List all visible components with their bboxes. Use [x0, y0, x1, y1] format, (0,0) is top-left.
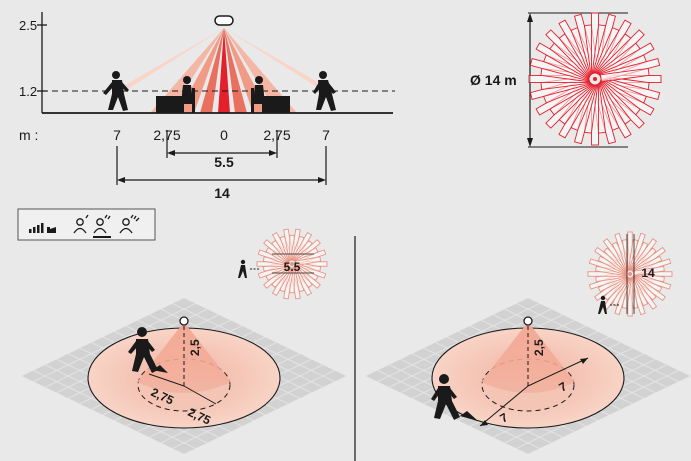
burst-center	[290, 262, 294, 266]
burst-center	[628, 272, 632, 276]
seated-worker-left-icon	[156, 76, 195, 113]
side-view: 2.5 1.2	[19, 12, 395, 201]
walking-person-tangential-icon	[128, 327, 168, 373]
tangential-diameter-label: 5.5	[284, 260, 301, 274]
walking-person-radial-icon	[431, 374, 478, 421]
y-tick-1.2: 1.2	[19, 84, 37, 99]
outer-dimension	[116, 146, 327, 185]
inner-dimension	[166, 130, 278, 158]
detection-segment	[295, 256, 322, 267]
dim-inner-value: 5.5	[214, 154, 234, 170]
detection-pattern-top	[528, 12, 662, 146]
person-medium-sensitivity-icon[interactable]	[93, 214, 111, 234]
walking-small-icon	[238, 259, 260, 278]
person-low-sensitivity-icon[interactable]	[73, 214, 89, 234]
detection-pattern-small	[256, 228, 328, 300]
top-view: Ø 14 m	[470, 12, 662, 148]
ceiling-sensor-icon	[214, 15, 234, 26]
radial-diameter-label: 14	[641, 266, 655, 280]
seated-worker-right-icon	[251, 76, 290, 113]
walking-small-icon	[598, 295, 620, 314]
mode-selector[interactable]	[17, 208, 156, 241]
tangential-detection: 5.5 2,5 2,75 2,75	[22, 228, 346, 454]
person-high-sensitivity-icon[interactable]	[119, 214, 140, 234]
walking-person-left-icon	[103, 71, 129, 111]
x-tick-7-left: 7	[113, 127, 121, 143]
detection-pattern-small	[587, 231, 673, 317]
x-unit-label: m :	[19, 127, 38, 143]
y-tick-2.5: 2.5	[19, 18, 37, 33]
x-tick-0: 0	[220, 127, 228, 143]
signal-bars-icon	[29, 223, 56, 233]
radial-height-label: 2,5	[532, 339, 546, 356]
detection-beams	[113, 28, 335, 113]
ceiling-sensor-icon	[179, 316, 189, 326]
walking-person-right-icon	[313, 71, 336, 111]
detection-segment	[599, 67, 650, 83]
radial-detection: 14 2,5 7 7	[366, 231, 690, 454]
x-tick-7-right: 7	[322, 127, 330, 143]
ceiling-sensor-icon	[523, 316, 533, 326]
burst-center	[593, 77, 597, 81]
diameter-label: Ø 14 m	[470, 72, 517, 88]
tangential-height-label: 2,5	[188, 339, 202, 356]
dim-outer-value: 14	[214, 185, 230, 201]
